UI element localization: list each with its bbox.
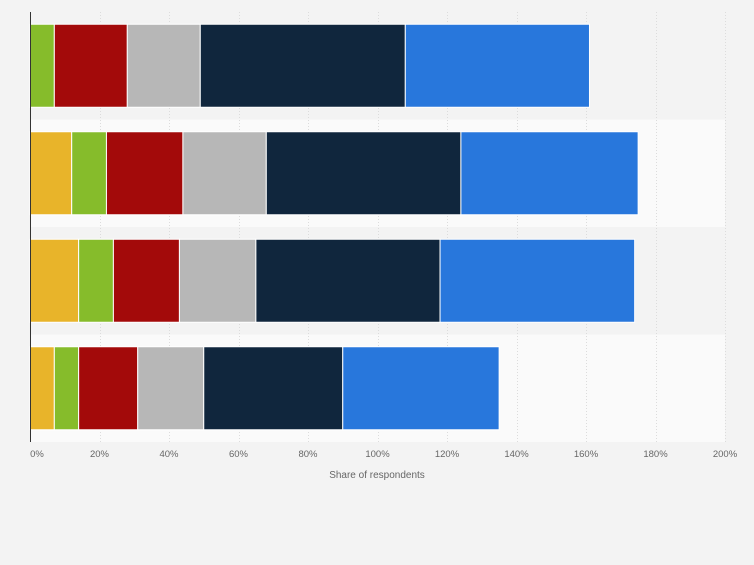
bar-segment[interactable]	[439, 238, 636, 323]
bar-segment[interactable]	[199, 23, 406, 108]
x-tick-label: 80%	[298, 449, 318, 460]
bar-segment[interactable]	[182, 131, 267, 216]
bar-segment[interactable]	[29, 23, 55, 108]
bar-segment[interactable]	[53, 346, 80, 431]
bar-segment[interactable]	[29, 238, 80, 323]
x-tick-label: 60%	[229, 449, 249, 460]
bar-segment[interactable]	[112, 238, 180, 323]
bar-segment[interactable]	[265, 131, 462, 216]
bar-segment[interactable]	[29, 131, 73, 216]
bar-segment[interactable]	[78, 238, 114, 323]
bar-segment[interactable]	[78, 346, 139, 431]
x-tick-label: 160%	[574, 449, 599, 460]
x-tick-label: 200%	[713, 449, 738, 460]
bar-segment[interactable]	[404, 23, 590, 108]
bars	[29, 23, 639, 431]
bar-segment[interactable]	[105, 131, 184, 216]
bar-segment[interactable]	[137, 346, 205, 431]
bar-segment[interactable]	[71, 131, 107, 216]
bar-segment[interactable]	[53, 23, 128, 108]
x-tick-label: 140%	[504, 449, 529, 460]
x-tick-label: 120%	[435, 449, 460, 460]
bar-segment[interactable]	[255, 238, 441, 323]
x-axis-label: Share of respondents	[329, 470, 425, 481]
x-tick-label: 180%	[643, 449, 668, 460]
bar-segment[interactable]	[460, 131, 639, 216]
bar-segment[interactable]	[203, 346, 344, 431]
x-axis: 0% 20% 40% 60% 80% 100% 120% 140% 160% 180% 200%	[30, 12, 738, 460]
x-tick-label: 20%	[90, 449, 110, 460]
x-tick-label: 40%	[159, 449, 179, 460]
bar-segment[interactable]	[342, 346, 500, 431]
bar-segment[interactable]	[178, 238, 257, 323]
x-tick-label: 0%	[30, 449, 44, 460]
bar-segment[interactable]	[29, 346, 55, 431]
x-tick-label: 100%	[365, 449, 390, 460]
bar-segment[interactable]	[126, 23, 201, 108]
